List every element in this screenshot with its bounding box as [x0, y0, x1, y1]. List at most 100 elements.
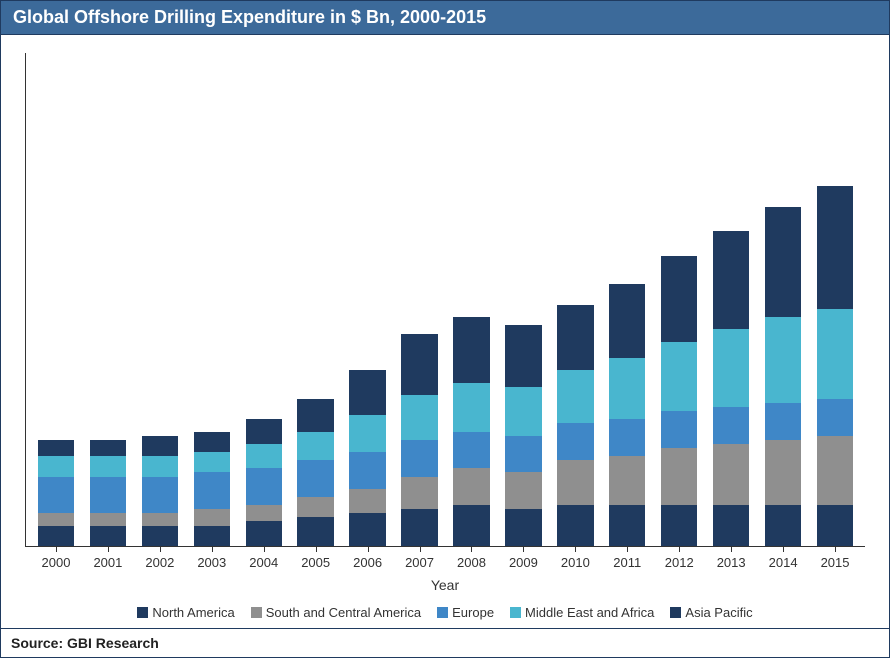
bar-segment — [713, 444, 749, 505]
bar-segment — [453, 383, 489, 432]
bar-segment — [38, 477, 74, 514]
bar-column: 2015 — [809, 53, 861, 546]
bar-segment — [194, 509, 230, 525]
legend-label: South and Central America — [266, 605, 421, 620]
x-tick-label: 2001 — [93, 555, 122, 570]
bar-segment — [609, 284, 645, 358]
x-tick — [264, 546, 265, 552]
bar-segment — [505, 436, 541, 473]
bar-segment — [661, 256, 697, 342]
bar-column: 2011 — [601, 53, 653, 546]
legend-swatch — [437, 607, 448, 618]
x-tick — [212, 546, 213, 552]
x-tick-label: 2003 — [197, 555, 226, 570]
bar-stack — [38, 440, 74, 546]
bar-segment — [297, 432, 333, 461]
legend-swatch — [670, 607, 681, 618]
legend-swatch — [510, 607, 521, 618]
bar-column: 2007 — [394, 53, 446, 546]
bar-segment — [401, 509, 437, 546]
bar-segment — [90, 456, 126, 476]
x-tick — [835, 546, 836, 552]
bar-segment — [453, 505, 489, 546]
bar-segment — [246, 505, 282, 521]
x-tick-label: 2012 — [665, 555, 694, 570]
legend-swatch — [251, 607, 262, 618]
x-tick — [731, 546, 732, 552]
x-tick — [627, 546, 628, 552]
bar-stack — [90, 440, 126, 546]
bar-column: 2009 — [497, 53, 549, 546]
bar-column: 2001 — [82, 53, 134, 546]
x-axis-label: Year — [25, 577, 865, 593]
bar-segment — [142, 526, 178, 546]
bar-segment — [194, 472, 230, 509]
bar-segment — [142, 477, 178, 514]
bar-stack — [246, 419, 282, 546]
bar-segment — [817, 399, 853, 436]
bar-segment — [765, 207, 801, 317]
x-tick-label: 2004 — [249, 555, 278, 570]
bar-segment — [661, 448, 697, 505]
x-tick-label: 2005 — [301, 555, 330, 570]
bar-segment — [349, 370, 385, 415]
x-tick — [783, 546, 784, 552]
bar-segment — [38, 456, 74, 476]
bar-stack — [453, 317, 489, 546]
plot-area: 2000200120022003200420052006200720082009… — [25, 53, 865, 547]
bar-segment — [246, 419, 282, 444]
legend-item: Europe — [437, 605, 494, 620]
bar-column: 2008 — [446, 53, 498, 546]
x-tick-label: 2013 — [717, 555, 746, 570]
bar-stack — [194, 432, 230, 546]
x-tick — [679, 546, 680, 552]
bar-segment — [817, 186, 853, 309]
chart-container: Global Offshore Drilling Expenditure in … — [0, 0, 890, 658]
bar-stack — [401, 334, 437, 547]
bar-segment — [661, 342, 697, 411]
x-tick-label: 2014 — [769, 555, 798, 570]
bar-segment — [246, 468, 282, 505]
bar-segment — [609, 505, 645, 546]
bar-segment — [557, 305, 593, 370]
x-tick-label: 2015 — [821, 555, 850, 570]
bar-segment — [349, 513, 385, 546]
bar-segment — [38, 513, 74, 525]
bar-stack — [505, 325, 541, 546]
bar-column: 2000 — [30, 53, 82, 546]
bar-segment — [713, 231, 749, 329]
bar-segment — [661, 505, 697, 546]
legend-swatch — [137, 607, 148, 618]
legend-label: Asia Pacific — [685, 605, 752, 620]
x-tick-label: 2000 — [42, 555, 71, 570]
bar-segment — [505, 472, 541, 509]
bar-segment — [194, 432, 230, 452]
bar-segment — [401, 334, 437, 395]
legend: North America South and Central America Eu… — [25, 605, 865, 620]
bar-column: 2010 — [549, 53, 601, 546]
legend-item: South and Central America — [251, 605, 421, 620]
bar-column: 2012 — [653, 53, 705, 546]
bar-column: 2003 — [186, 53, 238, 546]
bar-segment — [765, 317, 801, 403]
bar-segment — [246, 521, 282, 546]
legend-label: North America — [152, 605, 234, 620]
bar-segment — [401, 477, 437, 510]
bar-segment — [401, 395, 437, 440]
bar-segment — [713, 329, 749, 407]
x-tick — [160, 546, 161, 552]
bar-segment — [453, 432, 489, 469]
bar-segment — [817, 309, 853, 399]
source-attribution: Source: GBI Research — [1, 629, 889, 657]
bar-stack — [297, 399, 333, 546]
bar-segment — [713, 505, 749, 546]
x-tick — [420, 546, 421, 552]
bar-segment — [349, 489, 385, 514]
bar-segment — [609, 456, 645, 505]
bar-segment — [297, 399, 333, 432]
bar-segment — [765, 505, 801, 546]
bar-stack — [713, 231, 749, 546]
bar-segment — [557, 370, 593, 423]
x-tick — [108, 546, 109, 552]
bar-segment — [609, 358, 645, 419]
